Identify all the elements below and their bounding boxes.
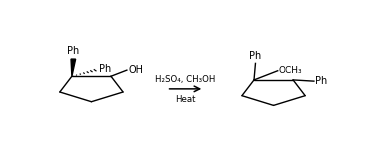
Text: OH: OH bbox=[128, 65, 143, 75]
Text: Ph: Ph bbox=[249, 51, 261, 61]
Text: Ph: Ph bbox=[315, 76, 327, 86]
Text: Ph: Ph bbox=[67, 46, 79, 56]
Text: H₂SO₄, CH₃OH: H₂SO₄, CH₃OH bbox=[155, 75, 216, 84]
Text: Heat: Heat bbox=[175, 95, 195, 104]
Polygon shape bbox=[71, 59, 76, 76]
Text: OCH₃: OCH₃ bbox=[279, 66, 302, 75]
Text: Ph: Ph bbox=[99, 64, 111, 73]
